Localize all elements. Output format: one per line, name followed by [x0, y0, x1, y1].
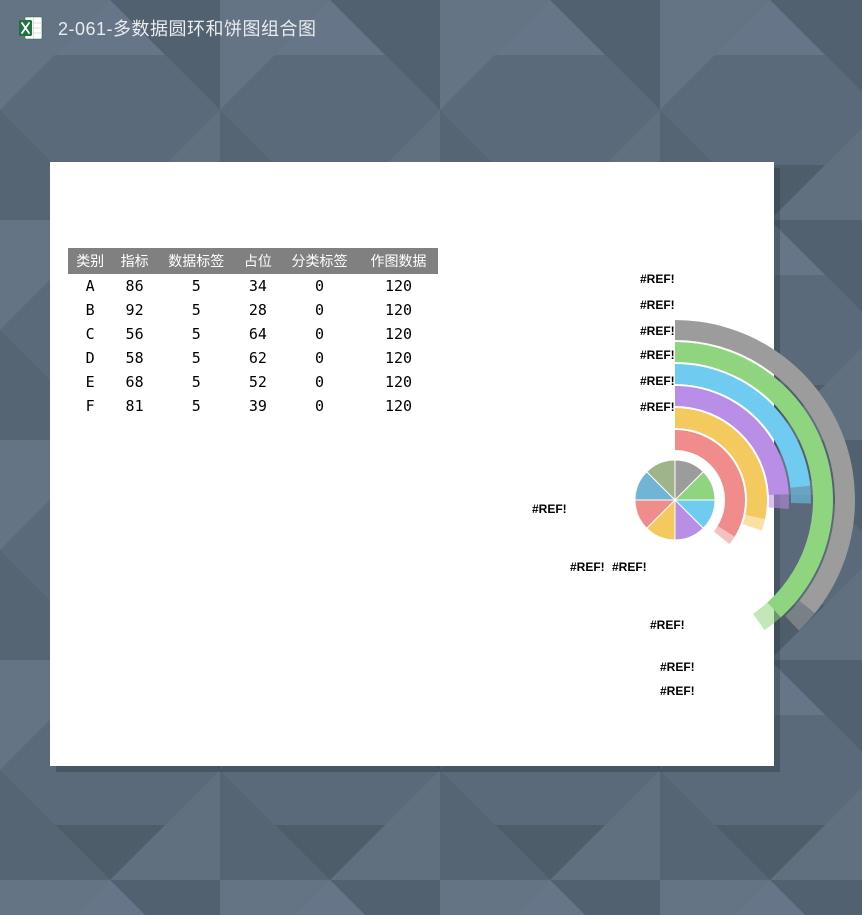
sheet: 类别 指标 数据标签 占位 分类标签 作图数据 A865340120B92528…	[50, 162, 774, 766]
ref-error-label: #REF!	[660, 684, 695, 698]
ref-error-label: #REF!	[570, 560, 605, 574]
ref-error-label: #REF!	[640, 298, 675, 312]
ref-error-label: #REF!	[660, 660, 695, 674]
table-cell: C	[68, 322, 112, 346]
data-table: 类别 指标 数据标签 占位 分类标签 作图数据 A865340120B92528…	[68, 248, 438, 418]
table-cell: 68	[112, 370, 156, 394]
table-row: E685520120	[68, 370, 438, 394]
table-cell: 39	[236, 394, 280, 418]
ref-error-label: #REF!	[640, 374, 675, 388]
table-cell: 120	[359, 394, 438, 418]
table-cell: 0	[280, 370, 359, 394]
ref-error-label: #REF!	[640, 324, 675, 338]
table-cell: 5	[157, 346, 236, 370]
table-cell: E	[68, 370, 112, 394]
ref-error-label: #REF!	[640, 400, 675, 414]
table-cell: 0	[280, 274, 359, 298]
table-row: A865340120	[68, 274, 438, 298]
col-header: 数据标签	[157, 248, 236, 274]
table-cell: 5	[157, 394, 236, 418]
table-row: B925280120	[68, 298, 438, 322]
table-cell: 92	[112, 298, 156, 322]
table-row: F815390120	[68, 394, 438, 418]
table-cell: 52	[236, 370, 280, 394]
table-cell: 28	[236, 298, 280, 322]
table-header-row: 类别 指标 数据标签 占位 分类标签 作图数据	[68, 248, 438, 274]
table-cell: 5	[157, 274, 236, 298]
table-cell: 34	[236, 274, 280, 298]
table-cell: 120	[359, 370, 438, 394]
col-header: 占位	[236, 248, 280, 274]
col-header: 指标	[112, 248, 156, 274]
table-cell: 120	[359, 298, 438, 322]
table-cell: 120	[359, 274, 438, 298]
table-cell: 62	[236, 346, 280, 370]
table-cell: 86	[112, 274, 156, 298]
col-header: 作图数据	[359, 248, 438, 274]
table-cell: 0	[280, 394, 359, 418]
ref-error-label: #REF!	[532, 502, 567, 516]
table-cell: 0	[280, 298, 359, 322]
table-cell: 0	[280, 346, 359, 370]
table-cell: 64	[236, 322, 280, 346]
donut-ring-gap	[769, 494, 789, 509]
table-cell: A	[68, 274, 112, 298]
table-cell: 5	[157, 322, 236, 346]
col-header: 分类标签	[280, 248, 359, 274]
table-row: D585620120	[68, 346, 438, 370]
ref-error-label: #REF!	[612, 560, 647, 574]
ref-error-label: #REF!	[650, 618, 685, 632]
donut-pie-chart: #REF! #REF! #REF! #REF! #REF! #REF! #REF! #REF!…	[450, 260, 830, 760]
excel-icon	[18, 15, 44, 41]
table-cell: 5	[157, 370, 236, 394]
table-cell: F	[68, 394, 112, 418]
table-cell: 81	[112, 394, 156, 418]
col-header: 类别	[68, 248, 112, 274]
table-cell: 0	[280, 322, 359, 346]
table-cell: 5	[157, 298, 236, 322]
table-cell: 120	[359, 322, 438, 346]
table-row: C565640120	[68, 322, 438, 346]
table-cell: 120	[359, 346, 438, 370]
table-cell: B	[68, 298, 112, 322]
ref-error-label: #REF!	[640, 272, 675, 286]
donut-ring-gap	[790, 486, 811, 504]
table-cell: 58	[112, 346, 156, 370]
header-bar: 2-061-多数据圆环和饼图组合图	[0, 0, 862, 56]
table-cell: 56	[112, 322, 156, 346]
ref-error-label: #REF!	[640, 348, 675, 362]
table-cell: D	[68, 346, 112, 370]
page-title: 2-061-多数据圆环和饼图组合图	[58, 15, 317, 41]
